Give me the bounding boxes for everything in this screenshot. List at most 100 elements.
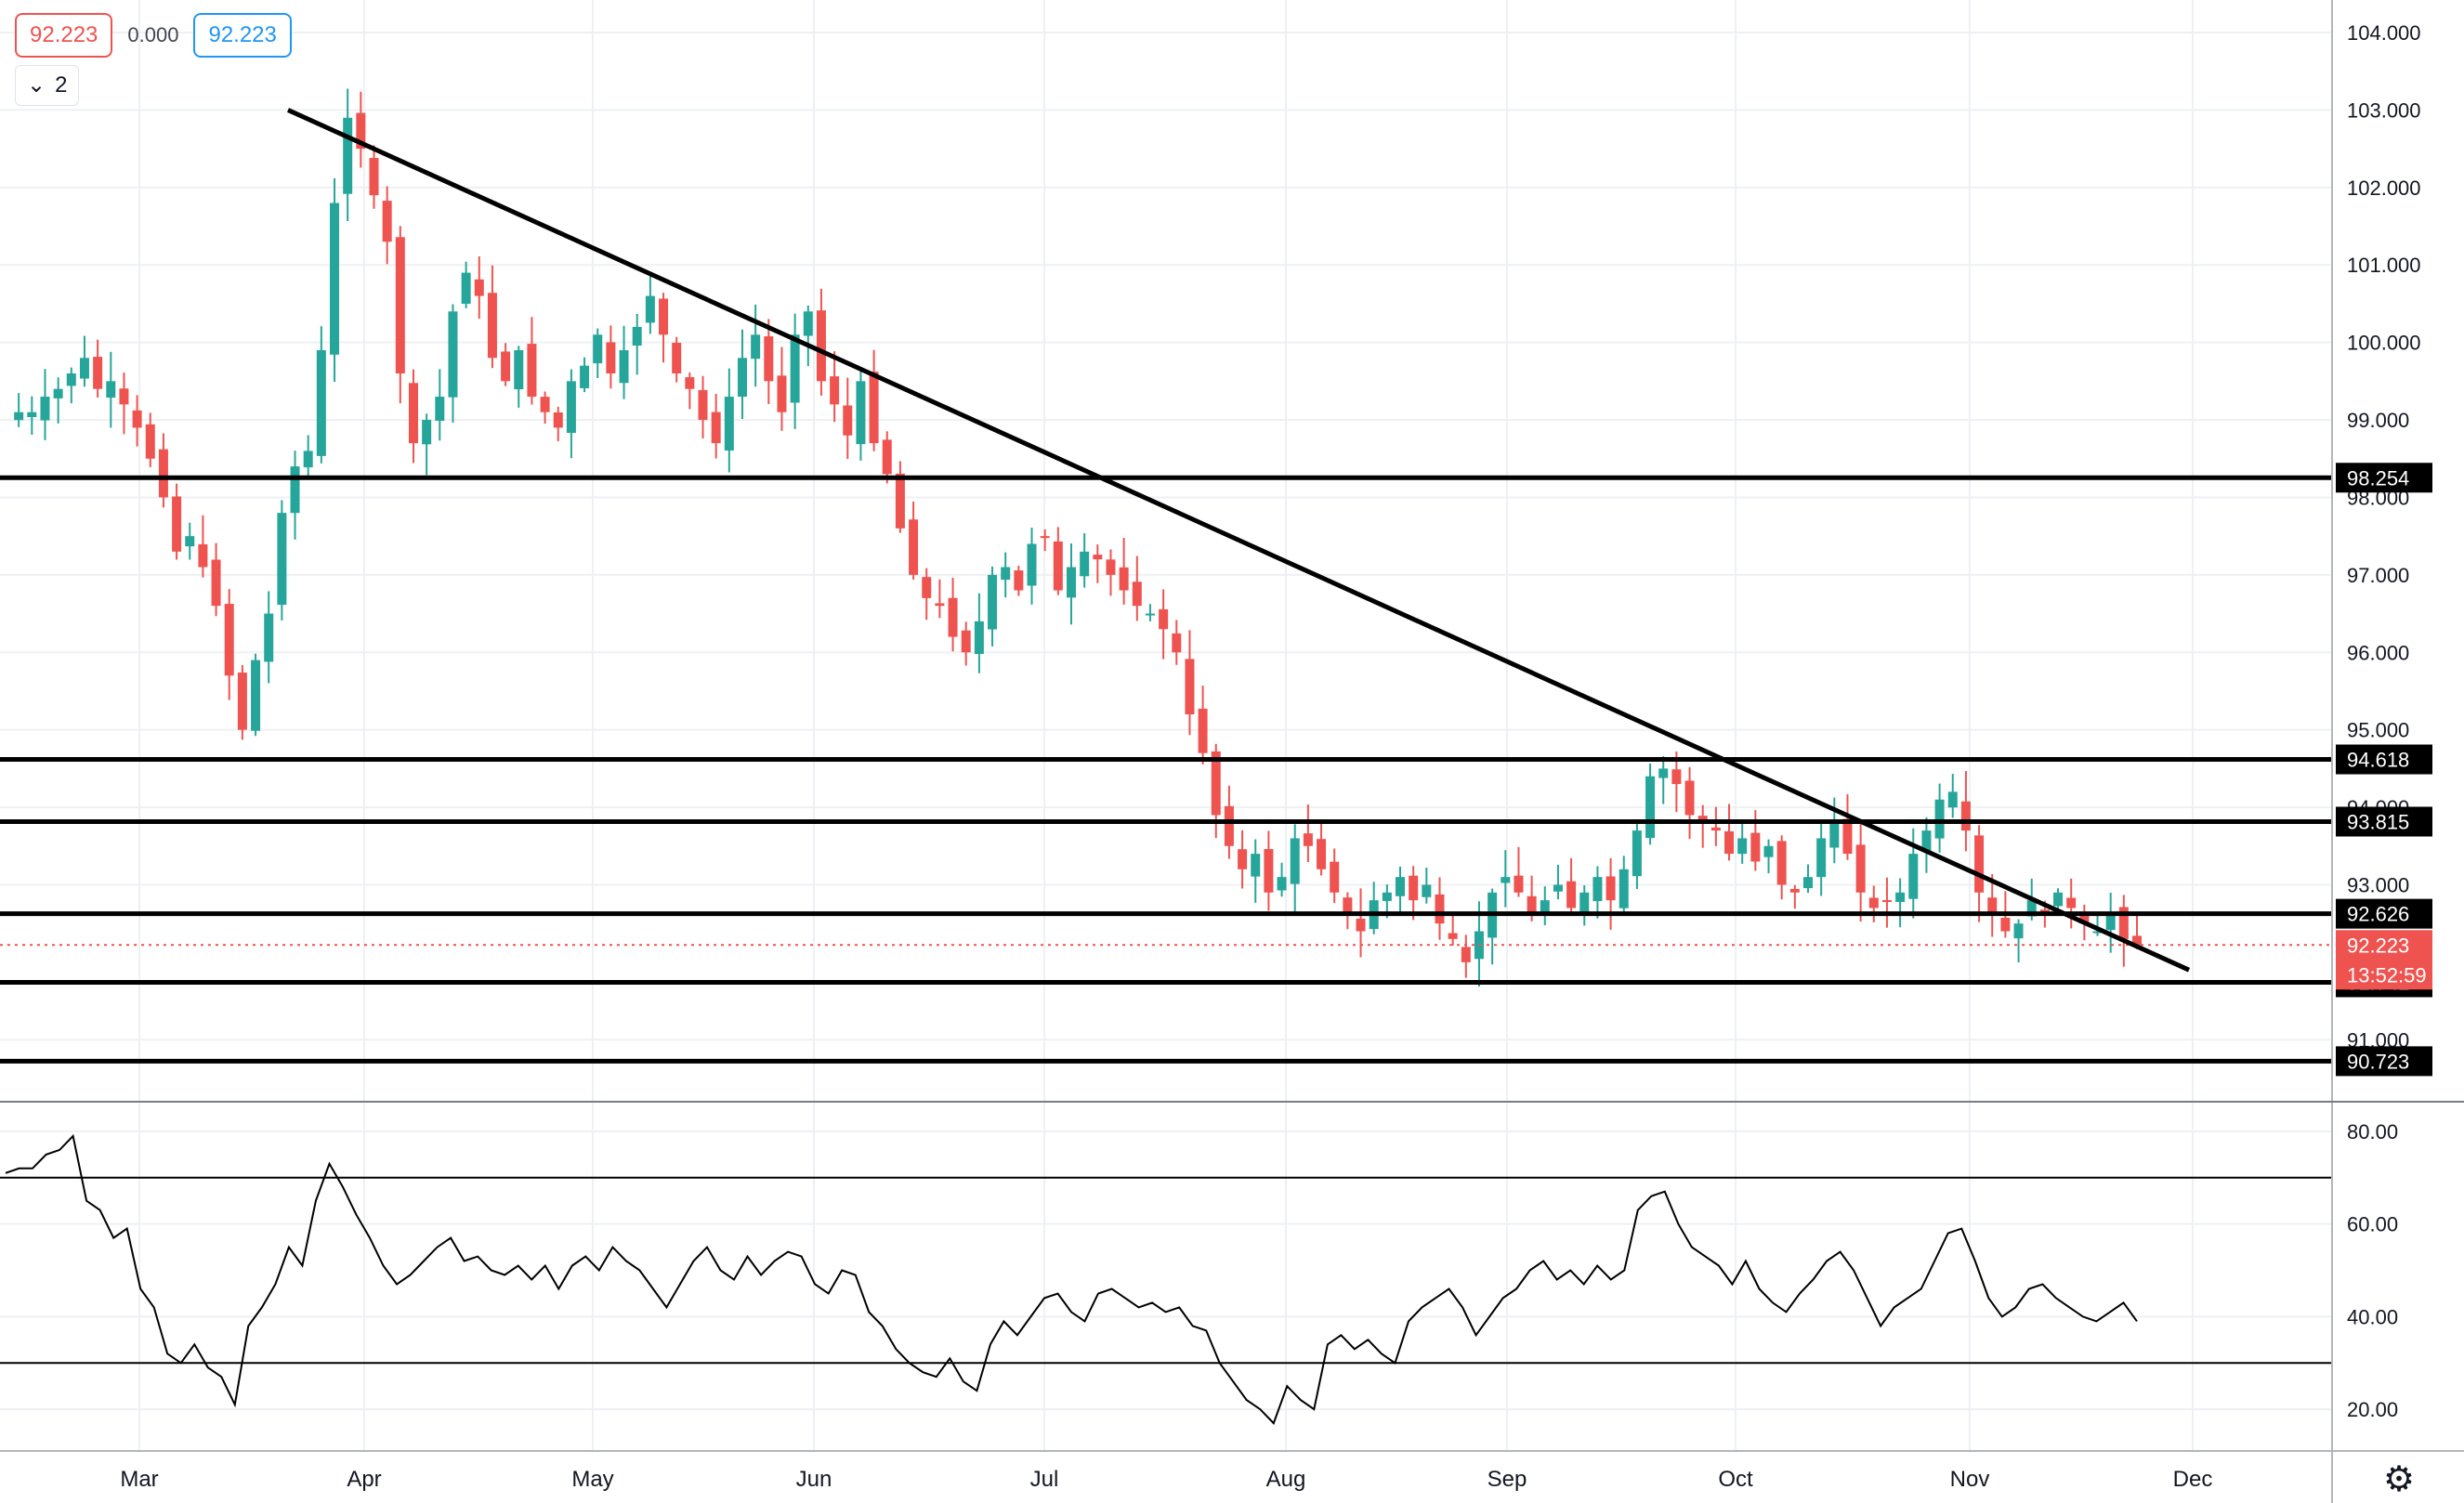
candle[interactable] bbox=[1868, 885, 1879, 922]
candle[interactable] bbox=[2066, 878, 2077, 929]
candle[interactable] bbox=[487, 265, 497, 369]
candle[interactable] bbox=[1435, 877, 1445, 940]
rsi-line[interactable] bbox=[5, 1133, 2138, 1425]
candle[interactable] bbox=[237, 664, 247, 740]
candle[interactable] bbox=[1145, 604, 1155, 621]
candle[interactable] bbox=[106, 351, 116, 428]
candle[interactable] bbox=[277, 500, 287, 621]
candle[interactable] bbox=[961, 621, 971, 666]
candle[interactable] bbox=[1106, 549, 1116, 596]
candle[interactable] bbox=[93, 339, 103, 398]
candle[interactable] bbox=[1422, 867, 1432, 904]
candle[interactable] bbox=[422, 413, 432, 476]
candle[interactable] bbox=[1251, 839, 1261, 903]
candle[interactable] bbox=[2105, 893, 2116, 953]
candle[interactable] bbox=[145, 412, 155, 467]
candle[interactable] bbox=[1185, 630, 1195, 736]
candle[interactable] bbox=[1369, 882, 1379, 934]
candle[interactable] bbox=[751, 304, 761, 387]
candle[interactable] bbox=[1606, 857, 1616, 930]
candle[interactable] bbox=[922, 568, 932, 621]
candle[interactable] bbox=[659, 293, 669, 363]
candle[interactable] bbox=[369, 145, 379, 209]
candle[interactable] bbox=[1684, 766, 1695, 840]
candle[interactable] bbox=[645, 274, 655, 334]
indicators-collapse-button[interactable]: ⌄ 2 bbox=[15, 65, 80, 106]
candle[interactable] bbox=[448, 304, 458, 423]
candle[interactable] bbox=[79, 335, 89, 387]
candle[interactable] bbox=[895, 461, 905, 533]
candle[interactable] bbox=[53, 377, 63, 424]
candle[interactable] bbox=[1014, 566, 1024, 596]
candle[interactable] bbox=[290, 451, 300, 540]
candle[interactable] bbox=[1895, 878, 1906, 928]
candle[interactable] bbox=[843, 377, 853, 459]
candle[interactable] bbox=[1579, 885, 1590, 926]
candle[interactable] bbox=[803, 305, 813, 367]
candle[interactable] bbox=[1881, 877, 1892, 928]
rsi-pane[interactable] bbox=[0, 1133, 2332, 1425]
candle[interactable] bbox=[66, 367, 76, 404]
candle[interactable] bbox=[830, 351, 840, 423]
candle[interactable] bbox=[356, 91, 366, 168]
gear-icon[interactable]: ⚙ bbox=[2382, 1459, 2416, 1499]
candle[interactable] bbox=[1540, 886, 1550, 926]
candle[interactable] bbox=[882, 431, 892, 484]
candle[interactable] bbox=[619, 325, 629, 399]
candle[interactable] bbox=[1461, 934, 1471, 978]
candle[interactable] bbox=[790, 313, 800, 429]
candle[interactable] bbox=[1842, 794, 1853, 860]
candle[interactable] bbox=[1776, 835, 1787, 900]
candle[interactable] bbox=[1566, 857, 1577, 913]
candle[interactable] bbox=[2013, 919, 2024, 963]
candle[interactable] bbox=[1027, 528, 1037, 605]
candle[interactable] bbox=[1658, 756, 1669, 804]
candle[interactable] bbox=[1001, 552, 1011, 598]
candle[interactable] bbox=[119, 372, 129, 435]
candle[interactable] bbox=[1277, 862, 1287, 897]
candle[interactable] bbox=[1264, 830, 1274, 911]
candle[interactable] bbox=[1290, 824, 1300, 913]
candle[interactable] bbox=[27, 396, 37, 435]
candle[interactable] bbox=[211, 542, 221, 617]
candle[interactable] bbox=[1067, 543, 1076, 625]
candle[interactable] bbox=[1987, 873, 1998, 937]
candle[interactable] bbox=[1356, 888, 1366, 958]
candle[interactable] bbox=[1040, 529, 1050, 552]
candle[interactable] bbox=[1553, 864, 1563, 900]
candle[interactable] bbox=[1330, 848, 1340, 904]
candle[interactable] bbox=[1514, 846, 1524, 897]
candle[interactable] bbox=[685, 372, 695, 410]
candle[interactable] bbox=[593, 328, 603, 379]
candle[interactable] bbox=[935, 579, 945, 619]
candle[interactable] bbox=[948, 578, 958, 652]
candle[interactable] bbox=[1710, 806, 1721, 846]
candle[interactable] bbox=[580, 357, 590, 393]
candle[interactable] bbox=[764, 319, 774, 405]
candle[interactable] bbox=[1132, 555, 1142, 621]
candle[interactable] bbox=[1238, 830, 1248, 889]
trendline[interactable] bbox=[286, 108, 2191, 973]
candle[interactable] bbox=[1172, 620, 1182, 665]
candle[interactable] bbox=[40, 369, 50, 440]
candle[interactable] bbox=[2092, 913, 2103, 936]
candle[interactable] bbox=[724, 368, 734, 473]
candle[interactable] bbox=[1737, 823, 1748, 864]
candle[interactable] bbox=[316, 326, 326, 464]
candle[interactable] bbox=[1198, 686, 1208, 765]
candle[interactable] bbox=[777, 346, 787, 431]
candle[interactable] bbox=[566, 369, 576, 459]
candle[interactable] bbox=[553, 406, 563, 441]
candle[interactable] bbox=[408, 369, 418, 464]
candle[interactable] bbox=[395, 226, 405, 404]
candle[interactable] bbox=[185, 522, 195, 560]
candle[interactable] bbox=[2053, 888, 2064, 911]
candle[interactable] bbox=[527, 317, 537, 405]
candle[interactable] bbox=[435, 369, 445, 441]
candle[interactable] bbox=[1750, 810, 1761, 871]
candle[interactable] bbox=[711, 393, 721, 459]
candle[interactable] bbox=[1921, 817, 1932, 873]
candle[interactable] bbox=[1303, 804, 1313, 863]
candle[interactable] bbox=[632, 313, 642, 375]
candle[interactable] bbox=[856, 367, 866, 461]
